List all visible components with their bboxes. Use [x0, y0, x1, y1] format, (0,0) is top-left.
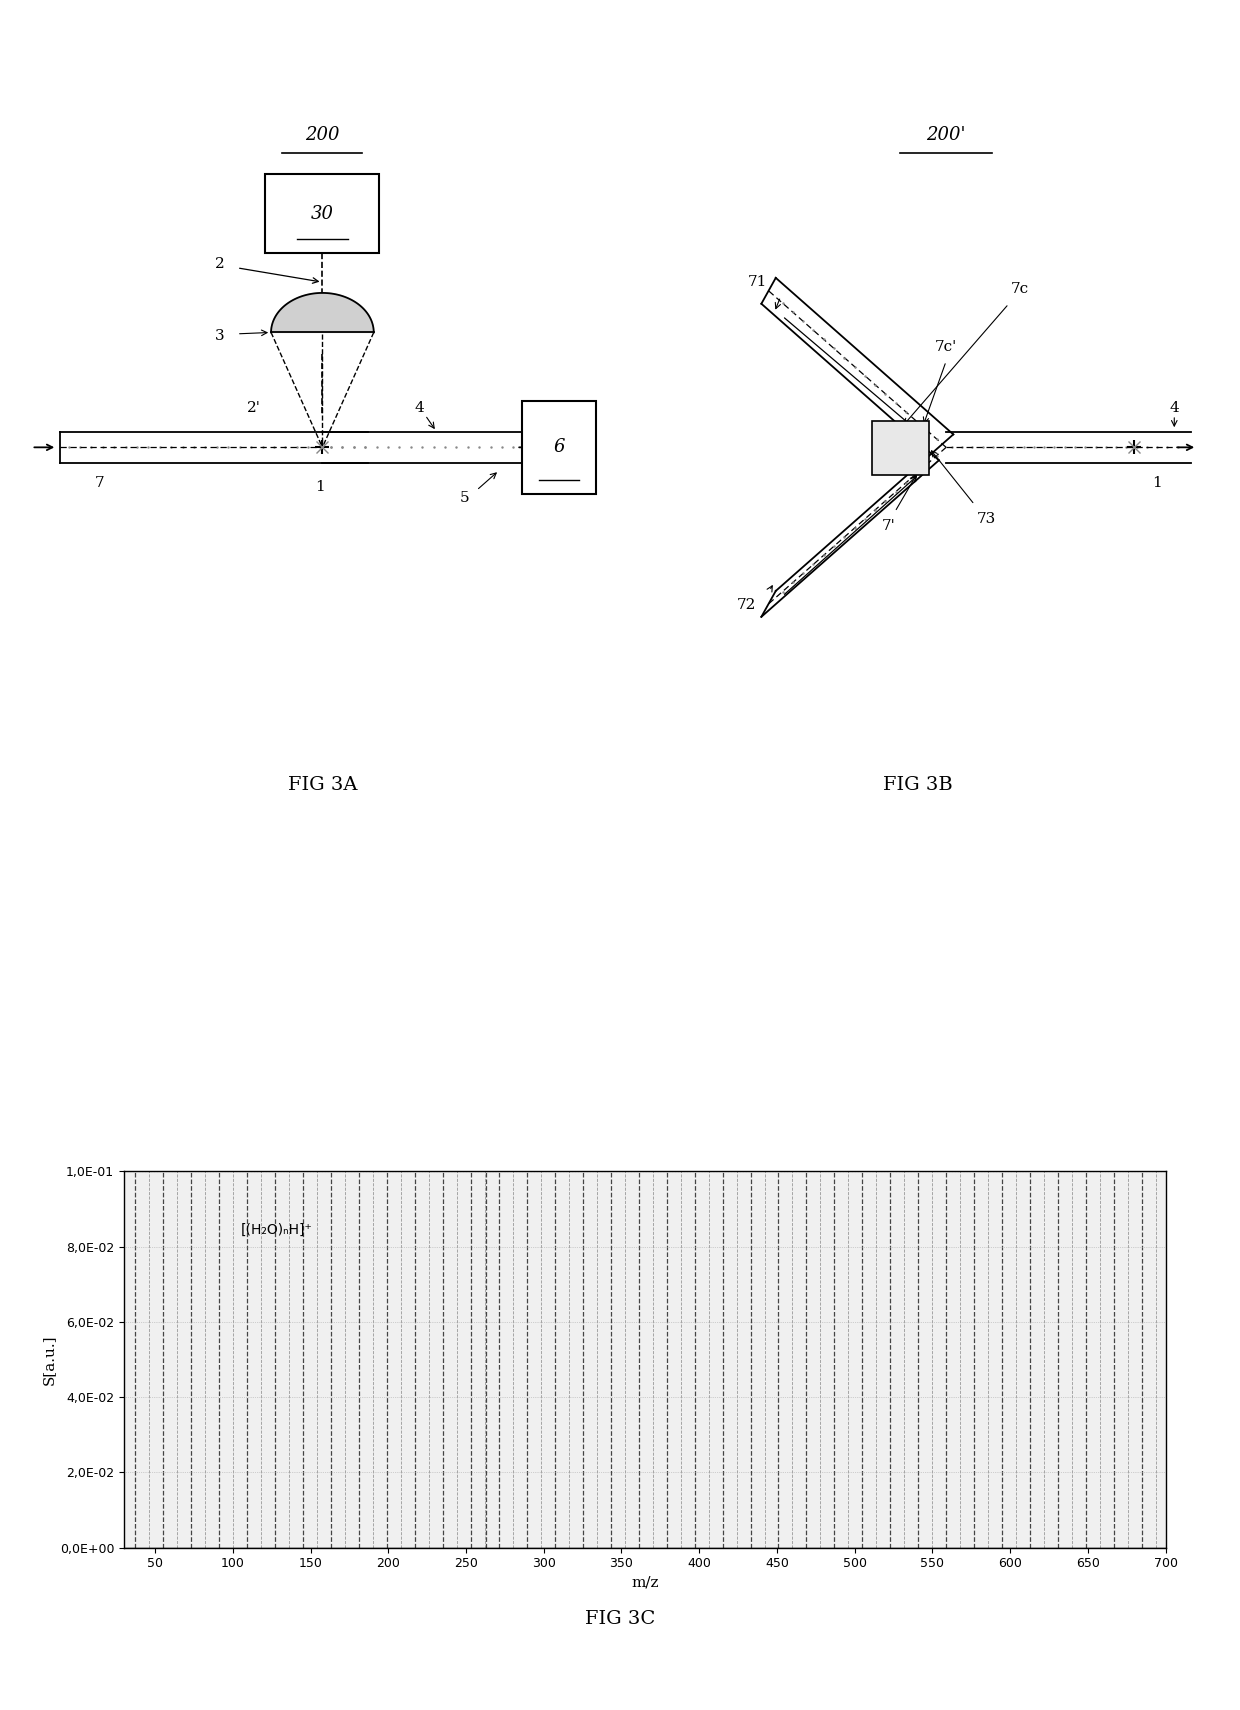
Text: FIG 3A: FIG 3A [288, 776, 357, 793]
Text: 2: 2 [215, 256, 224, 272]
FancyBboxPatch shape [872, 421, 929, 475]
Text: 72: 72 [737, 598, 756, 612]
Text: 73: 73 [976, 513, 996, 527]
Text: 71: 71 [748, 275, 768, 289]
Text: 3: 3 [215, 328, 224, 344]
Text: 4: 4 [414, 400, 424, 416]
Text: 7': 7' [882, 520, 897, 534]
Text: 5: 5 [460, 491, 470, 504]
Y-axis label: S[a.u.]: S[a.u.] [42, 1334, 56, 1385]
Text: 200: 200 [305, 127, 340, 144]
Text: 2': 2' [247, 400, 260, 416]
Text: 1: 1 [315, 481, 325, 494]
Bar [265, 174, 379, 253]
Text: 200': 200' [926, 127, 966, 144]
Text: [(H₂O)ₙH]⁺: [(H₂O)ₙH]⁺ [241, 1223, 312, 1236]
Text: 1: 1 [1152, 477, 1162, 491]
Text: FIG 3B: FIG 3B [883, 776, 952, 793]
Text: 7: 7 [95, 477, 104, 491]
Polygon shape [272, 292, 373, 332]
Text: 30: 30 [311, 205, 334, 222]
Text: FIG 3C: FIG 3C [585, 1611, 655, 1628]
Text: 4: 4 [1169, 400, 1179, 416]
Bar [522, 400, 596, 494]
X-axis label: m/z: m/z [631, 1577, 658, 1590]
Text: 6: 6 [553, 438, 565, 457]
Text: 7c': 7c' [935, 340, 957, 354]
Text: 7c: 7c [1011, 282, 1029, 296]
